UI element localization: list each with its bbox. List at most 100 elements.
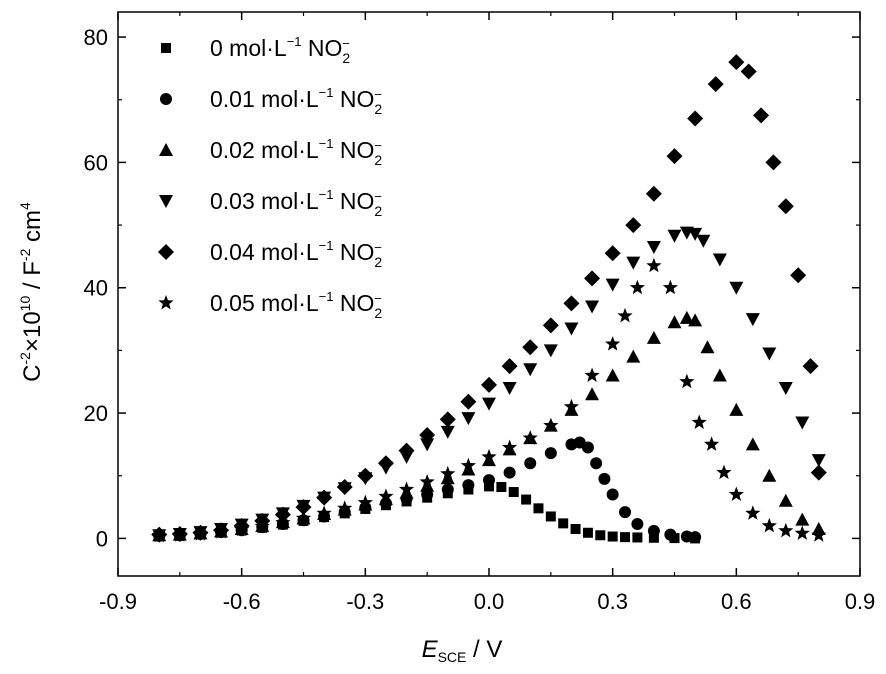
data-point-triangle-up [605, 368, 620, 382]
data-point-star [646, 257, 662, 273]
legend-label-part: 0.02 mol·L [210, 137, 319, 163]
data-point-triangle-down [605, 278, 620, 292]
y-tick-label: 80 [84, 25, 108, 50]
data-points [151, 54, 827, 544]
data-point-triangle-down [482, 397, 496, 411]
data-point-diamond [777, 198, 794, 215]
x-tick-label: 0.3 [597, 589, 628, 614]
data-point-diamond [563, 295, 580, 312]
data-point-star [629, 279, 646, 295]
data-point-star [728, 486, 744, 502]
y-axis-title-part2: ×10 [19, 311, 46, 352]
y-tick-label: 60 [84, 150, 108, 175]
data-point-triangle-up [778, 493, 793, 507]
y-axis-title-part4: cm [19, 210, 46, 249]
data-point-star [703, 436, 720, 451]
data-point-circle [631, 517, 644, 530]
data-point-square [582, 527, 593, 538]
legend-label-part: NO [334, 86, 375, 112]
legend-label-part: 0 mol·L [210, 35, 287, 61]
data-point-star [151, 527, 167, 543]
data-point-diamond [295, 499, 312, 516]
data-point-triangle-up [795, 512, 810, 526]
data-point-star [662, 279, 678, 295]
data-point-circle [441, 483, 454, 496]
x-tick-label: 0.6 [721, 589, 752, 614]
data-point-diamond [460, 393, 477, 410]
legend-item: 0.03 mol·L−1 NO2− [159, 187, 382, 219]
data-point-star [794, 525, 810, 540]
data-point-diamond [336, 479, 353, 496]
data-point-star [275, 514, 291, 530]
x-axis-title-subscript: SCE [438, 649, 467, 665]
data-point-diamond [810, 464, 827, 481]
data-point-circle [689, 531, 702, 544]
data-point-circle [590, 457, 603, 470]
y-axis-title-sup2: 10 [17, 296, 33, 312]
legend-label: 0 mol·L−1 NO2− [210, 34, 350, 66]
data-point-star [192, 526, 209, 541]
data-point-circle [598, 472, 611, 485]
data-point-square [521, 494, 532, 505]
data-point-diamond [274, 506, 291, 523]
data-point-square [570, 524, 581, 534]
y-axis-title-sup3: -2 [17, 248, 33, 261]
data-point-triangle-up [729, 402, 744, 416]
legend-marker-triangle-up [159, 143, 173, 156]
data-point-star [584, 367, 600, 382]
legend-marker-square [161, 43, 171, 53]
y-tick-label: 20 [84, 401, 108, 426]
data-point-circle [581, 441, 594, 454]
data-point-diamond [439, 411, 456, 428]
data-point-star [357, 494, 373, 510]
legend-label-part: 0.03 mol·L [210, 188, 319, 214]
data-point-triangle-up [688, 313, 703, 327]
data-point-diamond [584, 270, 601, 287]
data-point-triangle-down [795, 416, 810, 430]
legend-label-part: −1 [319, 238, 334, 253]
data-point-square [508, 487, 519, 498]
data-point-circle [664, 528, 677, 541]
data-point-star [254, 518, 270, 533]
data-point-diamond [790, 267, 807, 284]
data-point-square [545, 511, 556, 522]
x-tick-label: -0.3 [346, 589, 384, 614]
data-point-triangle-up [679, 310, 694, 324]
data-point-star [234, 521, 250, 537]
data-point-circle [462, 479, 475, 492]
y-axis-title-sup4: 4 [17, 202, 33, 210]
data-point-star [502, 439, 518, 455]
x-tick-label: 0.0 [474, 589, 505, 614]
legend-label-part: −1 [319, 187, 334, 202]
data-point-diamond [377, 455, 394, 472]
data-point-triangle-down [688, 227, 703, 241]
data-point-triangle-up [712, 368, 727, 382]
data-point-triangle-down [667, 229, 682, 243]
data-point-diamond [707, 76, 724, 93]
x-tick-label: 0.9 [845, 589, 876, 614]
x-tick-label: -0.9 [99, 589, 137, 614]
x-axis-title-unit: / V [466, 636, 502, 663]
data-point-diamond [316, 489, 333, 506]
x-axis-title-main: E [422, 636, 439, 663]
data-point-star [778, 522, 794, 538]
x-tick-label: -0.6 [223, 589, 261, 614]
data-point-triangle-up [700, 340, 715, 354]
data-point-circle [647, 524, 660, 537]
legend-label-part: − [374, 291, 382, 306]
data-point-diamond [419, 427, 436, 443]
data-point-star [378, 488, 394, 503]
data-point-diamond [542, 317, 559, 334]
data-point-diamond [802, 358, 819, 375]
data-point-diamond [481, 376, 497, 393]
data-point-star [617, 307, 633, 323]
legend-marker-star [158, 295, 174, 310]
data-point-circle [503, 466, 516, 479]
legend-item: 0 mol·L−1 NO2− [161, 34, 350, 66]
axis-ticks: -0.9 -0.6 -0.3 0.0 0.3 0.6 0.9 0 20 40 60 80 [84, 12, 876, 614]
data-point-triangle-down [646, 241, 661, 254]
data-point-diamond [645, 185, 662, 202]
series-star [151, 257, 827, 543]
y-tick-label: 0 [96, 526, 108, 551]
